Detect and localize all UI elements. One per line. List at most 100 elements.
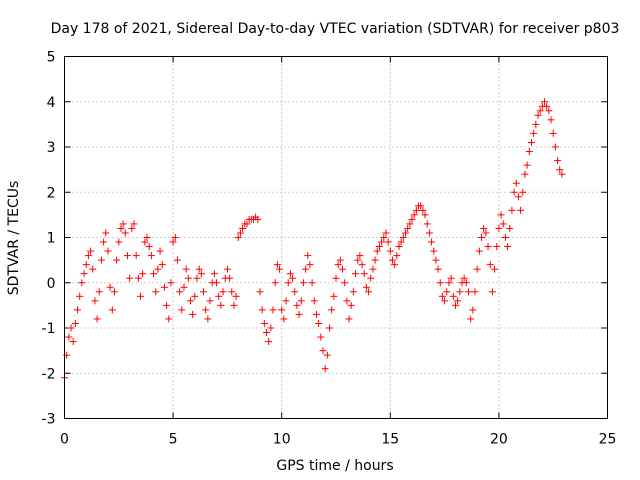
x-axis-label: GPS time / hours	[276, 458, 393, 474]
data-point	[473, 265, 481, 273]
data-point	[349, 288, 357, 296]
data-point	[554, 157, 562, 165]
data-point	[449, 292, 457, 300]
data-point	[438, 292, 446, 300]
data-point	[441, 297, 449, 305]
data-point	[141, 238, 149, 246]
data-point	[210, 270, 218, 278]
data-point	[176, 288, 184, 296]
x-tick-label: 0	[60, 432, 69, 448]
data-point	[393, 252, 401, 260]
data-point	[425, 229, 433, 237]
data-point	[308, 279, 316, 287]
data-point	[265, 338, 273, 346]
data-point	[530, 129, 538, 137]
data-point	[267, 324, 275, 332]
data-point	[399, 234, 407, 241]
data-point	[506, 224, 514, 232]
data-point	[156, 247, 164, 255]
data-point	[110, 288, 118, 296]
data-point	[419, 206, 427, 214]
y-tick-label: -2	[42, 366, 56, 382]
data-point	[417, 202, 425, 210]
data-point	[189, 310, 197, 318]
data-point	[152, 288, 160, 296]
data-point	[551, 143, 559, 151]
data-point	[430, 247, 438, 255]
data-point	[336, 256, 344, 264]
data-point	[74, 306, 82, 314]
data-point	[402, 229, 410, 237]
data-point	[284, 279, 292, 287]
data-point	[382, 229, 390, 237]
data-point	[480, 224, 488, 232]
data-point	[171, 234, 179, 241]
data-point	[310, 297, 318, 305]
data-point	[130, 220, 138, 228]
data-point	[228, 288, 236, 296]
data-point	[475, 247, 483, 255]
data-point	[521, 170, 529, 178]
data-point	[330, 292, 338, 300]
data-point	[527, 138, 535, 146]
data-point	[451, 301, 459, 309]
data-point	[278, 306, 286, 314]
data-point	[147, 252, 155, 260]
data-point	[158, 261, 166, 269]
data-point	[347, 301, 355, 309]
data-point	[93, 315, 101, 323]
data-point	[234, 234, 242, 241]
data-point	[412, 206, 420, 214]
data-point	[232, 292, 240, 300]
data-point	[421, 211, 429, 219]
data-point	[108, 306, 116, 314]
data-point	[95, 288, 103, 296]
data-point	[126, 274, 134, 282]
data-point	[388, 256, 396, 264]
data-point	[319, 347, 327, 355]
data-point	[436, 279, 444, 287]
data-point	[395, 243, 403, 251]
data-point	[78, 279, 86, 287]
data-point	[82, 261, 90, 269]
data-point	[334, 261, 342, 269]
x-tick-label: 25	[599, 432, 617, 448]
data-point	[289, 274, 297, 282]
y-tick-label: 0	[47, 276, 56, 292]
data-point	[332, 274, 340, 282]
data-point	[514, 193, 522, 201]
data-point	[534, 111, 542, 119]
data-point	[375, 243, 383, 251]
data-point	[547, 116, 555, 124]
data-point	[354, 256, 362, 264]
data-point	[178, 306, 186, 314]
data-point	[486, 261, 494, 269]
data-point	[80, 270, 88, 278]
data-point	[482, 229, 490, 237]
data-point	[100, 238, 108, 246]
data-point	[556, 166, 564, 174]
data-point	[87, 247, 95, 255]
data-point	[150, 270, 158, 278]
data-point	[163, 301, 171, 309]
data-point	[484, 243, 492, 251]
data-point	[293, 301, 301, 309]
chart-title: Day 178 of 2021, Sidereal Day-to-day VTE…	[51, 21, 620, 37]
data-point	[67, 324, 75, 332]
data-point	[262, 329, 270, 337]
data-point	[89, 265, 97, 273]
data-point	[536, 107, 544, 115]
data-point	[397, 238, 405, 246]
data-point	[423, 220, 431, 228]
data-point	[217, 301, 225, 309]
data-point	[191, 292, 199, 300]
data-point	[497, 211, 505, 219]
data-point	[182, 265, 190, 273]
data-point	[443, 288, 451, 296]
y-tick-label: 2	[47, 185, 56, 201]
data-point	[276, 265, 284, 273]
data-point	[280, 315, 288, 323]
data-point	[543, 102, 551, 110]
data-point	[165, 315, 173, 323]
data-point	[558, 170, 566, 178]
